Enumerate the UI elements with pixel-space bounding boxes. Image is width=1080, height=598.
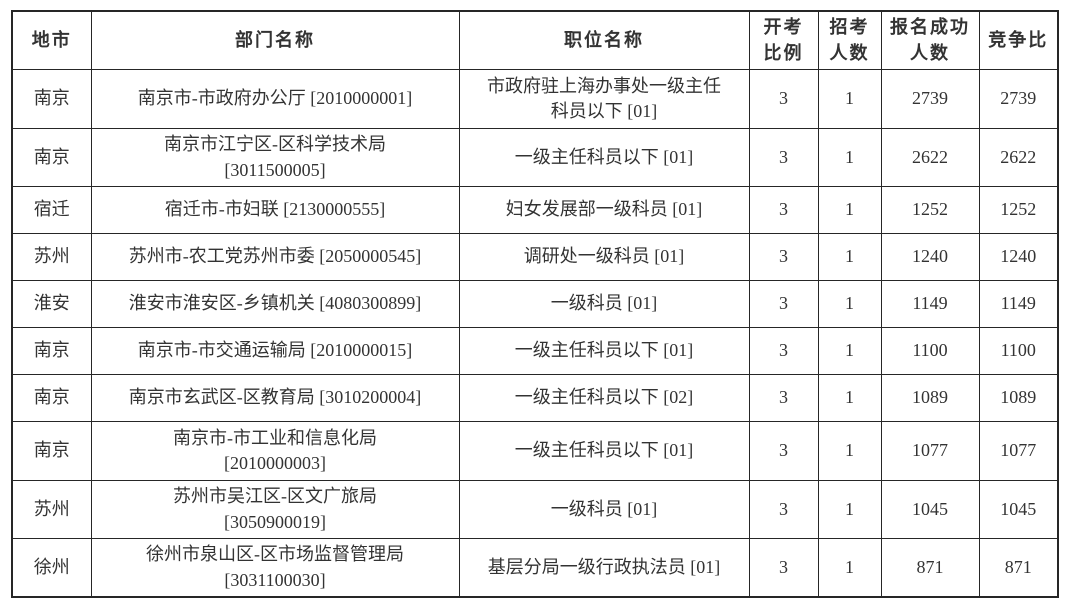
applicant-count-cell: 1240 — [880, 233, 980, 282]
position-cell: 市政府驻上海办事处一级主任 科员以下 [01] — [458, 69, 750, 130]
department-cell: 南京市-市工业和信息化局 [2010000003] — [90, 421, 460, 482]
department-cell: 南京市玄武区-区教育局 [3010200004] — [90, 374, 460, 423]
competition-ratio-cell: 1100 — [978, 327, 1059, 376]
city-cell: 南京 — [11, 128, 92, 188]
recruit-count-cell: 1 — [817, 327, 882, 376]
position-cell: 调研处一级科员 [01] — [458, 233, 750, 282]
table-row: 徐州 徐州市泉山区-区市场监督管理局 [3031100030] 基层分局一级行政… — [11, 538, 1059, 598]
table-body: 南京 南京市-市政府办公厅 [2010000001] 市政府驻上海办事处一级主任… — [11, 69, 1059, 598]
city-cell: 苏州 — [11, 233, 92, 282]
city-cell: 南京 — [11, 374, 92, 423]
exam-ratio-cell: 3 — [748, 280, 819, 329]
city-cell: 苏州 — [11, 480, 92, 540]
department-cell: 宿迁市-市妇联 [2130000555] — [90, 186, 460, 235]
department-cell: 苏州市吴江区-区文广旅局 [3050900019] — [90, 480, 460, 540]
recruit-count-cell: 1 — [817, 374, 882, 423]
header-row: 地市 部门名称 职位名称 开考 比例 招考 人数 报名成功 人数 竞争比 — [11, 10, 1059, 71]
exam-ratio-cell: 3 — [748, 480, 819, 540]
city-cell: 南京 — [11, 421, 92, 482]
position-cell: 一级主任科员以下 [02] — [458, 374, 750, 423]
city-cell: 淮安 — [11, 280, 92, 329]
recruit-count-cell: 1 — [817, 480, 882, 540]
competition-ratio-cell: 871 — [978, 538, 1059, 598]
recruit-count-cell: 1 — [817, 233, 882, 282]
exam-ratio-cell: 3 — [748, 538, 819, 598]
applicant-count-cell: 1045 — [880, 480, 980, 540]
position-cell: 一级主任科员以下 [01] — [458, 421, 750, 482]
table-row: 宿迁 宿迁市-市妇联 [2130000555] 妇女发展部一级科员 [01] 3… — [11, 186, 1059, 235]
table-header: 地市 部门名称 职位名称 开考 比例 招考 人数 报名成功 人数 竞争比 — [11, 10, 1059, 71]
col-header-department: 部门名称 — [90, 10, 460, 71]
applicant-count-cell: 1077 — [880, 421, 980, 482]
col-header-city: 地市 — [11, 10, 92, 71]
recruitment-table-container: 地市 部门名称 职位名称 开考 比例 招考 人数 报名成功 人数 竞争比 南京 … — [11, 10, 1059, 598]
applicant-count-cell: 2622 — [880, 128, 980, 188]
department-cell: 南京市-市交通运输局 [2010000015] — [90, 327, 460, 376]
recruit-count-cell: 1 — [817, 421, 882, 482]
col-header-competition-ratio: 竞争比 — [978, 10, 1059, 71]
col-header-recruit-count: 招考 人数 — [817, 10, 882, 71]
department-cell: 南京市-市政府办公厅 [2010000001] — [90, 69, 460, 130]
applicant-count-cell: 1100 — [880, 327, 980, 376]
department-cell: 徐州市泉山区-区市场监督管理局 [3031100030] — [90, 538, 460, 598]
exam-ratio-cell: 3 — [748, 128, 819, 188]
department-cell: 南京市江宁区-区科学技术局 [3011500005] — [90, 128, 460, 188]
competition-ratio-cell: 2622 — [978, 128, 1059, 188]
position-cell: 一级主任科员以下 [01] — [458, 327, 750, 376]
exam-ratio-cell: 3 — [748, 233, 819, 282]
applicant-count-cell: 1252 — [880, 186, 980, 235]
city-cell: 宿迁 — [11, 186, 92, 235]
city-cell: 南京 — [11, 327, 92, 376]
col-header-exam-ratio: 开考 比例 — [748, 10, 819, 71]
competition-ratio-cell: 1149 — [978, 280, 1059, 329]
table-row: 南京 南京市玄武区-区教育局 [3010200004] 一级主任科员以下 [02… — [11, 374, 1059, 423]
competition-ratio-cell: 1045 — [978, 480, 1059, 540]
competition-ratio-cell: 1077 — [978, 421, 1059, 482]
col-header-applicant-count: 报名成功 人数 — [880, 10, 980, 71]
department-cell: 淮安市淮安区-乡镇机关 [4080300899] — [90, 280, 460, 329]
position-cell: 基层分局一级行政执法员 [01] — [458, 538, 750, 598]
table-row: 苏州 苏州市吴江区-区文广旅局 [3050900019] 一级科员 [01] 3… — [11, 480, 1059, 540]
table-row: 淮安 淮安市淮安区-乡镇机关 [4080300899] 一级科员 [01] 3 … — [11, 280, 1059, 329]
exam-ratio-cell: 3 — [748, 421, 819, 482]
applicant-count-cell: 2739 — [880, 69, 980, 130]
applicant-count-cell: 1149 — [880, 280, 980, 329]
department-cell: 苏州市-农工党苏州市委 [2050000545] — [90, 233, 460, 282]
city-cell: 徐州 — [11, 538, 92, 598]
recruit-count-cell: 1 — [817, 128, 882, 188]
exam-ratio-cell: 3 — [748, 327, 819, 376]
position-cell: 一级科员 [01] — [458, 480, 750, 540]
competition-ratio-cell: 1089 — [978, 374, 1059, 423]
recruit-count-cell: 1 — [817, 538, 882, 598]
applicant-count-cell: 1089 — [880, 374, 980, 423]
position-cell: 妇女发展部一级科员 [01] — [458, 186, 750, 235]
table-row: 南京 南京市-市交通运输局 [2010000015] 一级主任科员以下 [01]… — [11, 327, 1059, 376]
col-header-position: 职位名称 — [458, 10, 750, 71]
position-cell: 一级主任科员以下 [01] — [458, 128, 750, 188]
position-cell: 一级科员 [01] — [458, 280, 750, 329]
recruit-count-cell: 1 — [817, 280, 882, 329]
competition-ratio-cell: 1252 — [978, 186, 1059, 235]
exam-ratio-cell: 3 — [748, 374, 819, 423]
table-row: 南京 南京市-市政府办公厅 [2010000001] 市政府驻上海办事处一级主任… — [11, 69, 1059, 130]
table-row: 南京 南京市-市工业和信息化局 [2010000003] 一级主任科员以下 [0… — [11, 421, 1059, 482]
table-row: 苏州 苏州市-农工党苏州市委 [2050000545] 调研处一级科员 [01]… — [11, 233, 1059, 282]
city-cell: 南京 — [11, 69, 92, 130]
recruit-count-cell: 1 — [817, 69, 882, 130]
recruitment-positions-table: 地市 部门名称 职位名称 开考 比例 招考 人数 报名成功 人数 竞争比 南京 … — [11, 10, 1059, 598]
table-row: 南京 南京市江宁区-区科学技术局 [3011500005] 一级主任科员以下 [… — [11, 128, 1059, 188]
applicant-count-cell: 871 — [880, 538, 980, 598]
competition-ratio-cell: 2739 — [978, 69, 1059, 130]
exam-ratio-cell: 3 — [748, 186, 819, 235]
exam-ratio-cell: 3 — [748, 69, 819, 130]
recruit-count-cell: 1 — [817, 186, 882, 235]
competition-ratio-cell: 1240 — [978, 233, 1059, 282]
